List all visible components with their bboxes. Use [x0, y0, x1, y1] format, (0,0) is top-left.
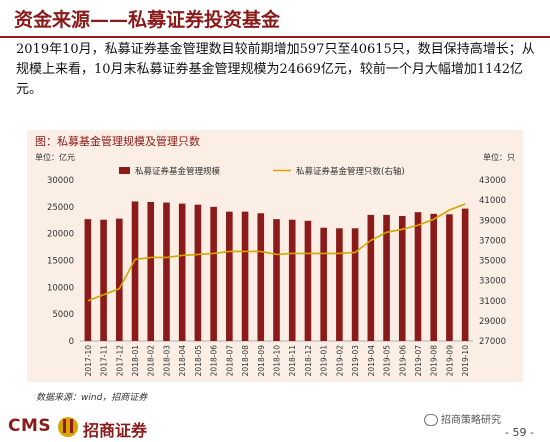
bar — [273, 219, 280, 341]
right-tick-label: 29000 — [479, 317, 506, 327]
x-tick-label: 2018-10 — [273, 345, 282, 377]
bar — [84, 219, 92, 341]
x-tick-label: 2018-06 — [210, 345, 219, 377]
chart-panel: 单位：亿元 单位：只 0 5000 10000 15000 20000 25000 30000 2… — [27, 130, 523, 382]
right-tick-label: 39000 — [479, 216, 506, 226]
x-tick-label: 2018-11 — [288, 345, 297, 377]
bar — [446, 214, 453, 341]
left-tick-label: 0 — [69, 337, 74, 347]
bar — [178, 203, 186, 341]
bar — [304, 220, 312, 341]
x-tick-label: 2019-08 — [430, 345, 439, 377]
right-tick-label: 35000 — [479, 257, 506, 267]
left-tick-label: 10000 — [47, 283, 74, 293]
bar — [461, 208, 469, 341]
x-tick-label: 2018-02 — [147, 345, 156, 377]
bar — [383, 214, 390, 341]
cms-label: CMS — [8, 416, 52, 436]
chart-title: 图：私募基金管理规模及管理只数 — [35, 135, 200, 148]
title-underline — [0, 36, 550, 38]
left-tick-label: 25000 — [47, 203, 74, 213]
x-tick-label: 2017-11 — [100, 345, 109, 377]
x-tick-label: 2019-10 — [461, 345, 470, 377]
page-number: - 59 - — [505, 426, 534, 439]
x-tick-label: 2019-03 — [351, 345, 360, 377]
x-tick-label: 2017-12 — [115, 345, 124, 377]
x-tick-label: 2019-01 — [320, 345, 329, 377]
chart-svg: 单位：亿元 单位：只 0 5000 10000 15000 20000 25000 30000 2… — [35, 152, 515, 377]
x-tick-label: 2018-12 — [304, 345, 313, 377]
bar — [398, 215, 406, 341]
wechat-name: 招商策略研究 — [441, 415, 501, 426]
x-tick-label: 2018-09 — [257, 345, 266, 377]
wechat-icon — [424, 414, 438, 426]
legend-bar-label: 私募证券基金管理规模 — [135, 166, 221, 177]
bar — [226, 211, 233, 341]
right-tick-label: 27000 — [479, 337, 506, 347]
bar — [131, 201, 139, 341]
x-tick-label: 2018-07 — [225, 345, 234, 377]
right-tick-label: 41000 — [479, 196, 506, 206]
company-name: 招商证券 — [83, 421, 148, 440]
bar — [336, 228, 343, 341]
summary-text: 2019年10月，私募证券基金管理数目较前期增加597只至40615只，数目保持… — [16, 40, 538, 100]
x-tick-label: 2017-10 — [84, 345, 93, 377]
bar — [257, 213, 265, 341]
x-tick-label: 2019-06 — [398, 345, 407, 377]
x-tick-label: 2018-01 — [131, 345, 140, 377]
title-bar: 资金来源——私募证券投资基金 — [0, 0, 550, 38]
x-tick-label: 2018-05 — [194, 345, 203, 377]
bar — [430, 213, 438, 341]
bar — [367, 214, 375, 341]
left-tick-label: 15000 — [47, 257, 74, 267]
series-line — [87, 203, 466, 302]
bar — [115, 218, 123, 341]
left-axis-unit: 单位：亿元 — [35, 152, 75, 162]
right-tick-label: 33000 — [479, 277, 506, 287]
cms-badge-icon — [58, 417, 78, 437]
x-tick-label: 2019-04 — [367, 345, 376, 377]
bar — [100, 219, 107, 341]
x-tick-label: 2018-08 — [241, 345, 250, 377]
bar — [351, 228, 359, 341]
data-source: 数据来源：wind，招商证券 — [36, 393, 148, 403]
x-tick-label: 2019-09 — [445, 345, 454, 377]
right-axis-unit: 单位：只 — [483, 152, 515, 162]
bar — [320, 227, 327, 341]
left-tick-label: 20000 — [47, 230, 74, 240]
x-tick-label: 2019-02 — [335, 345, 344, 377]
bar — [241, 211, 249, 341]
x-tick-label: 2019-05 — [383, 345, 392, 377]
right-tick-label: 37000 — [479, 236, 506, 246]
legend-line-label: 私募证券基金管理只数(右轴) — [296, 166, 405, 177]
bar — [414, 212, 422, 341]
right-tick-label: 31000 — [479, 297, 506, 307]
x-tick-label: 2019-07 — [414, 345, 423, 377]
bar — [194, 204, 202, 341]
bar — [163, 202, 170, 341]
bar — [147, 202, 155, 341]
summary-paragraph: 2019年10月，私募证券基金管理数目较前期增加597只至40615只，数目保持… — [16, 42, 535, 97]
x-tick-label: 2018-03 — [162, 345, 171, 377]
right-tick-label: 43000 — [479, 176, 506, 186]
wechat-account: 招商策略研究 — [424, 411, 501, 426]
legend-bar-swatch — [119, 167, 130, 174]
page-title: 资金来源——私募证券投资基金 — [14, 9, 281, 31]
bar — [288, 219, 296, 341]
bar — [210, 206, 217, 341]
left-tick-label: 5000 — [52, 310, 74, 320]
left-tick-label: 30000 — [47, 176, 74, 186]
x-tick-label: 2018-04 — [178, 345, 187, 377]
